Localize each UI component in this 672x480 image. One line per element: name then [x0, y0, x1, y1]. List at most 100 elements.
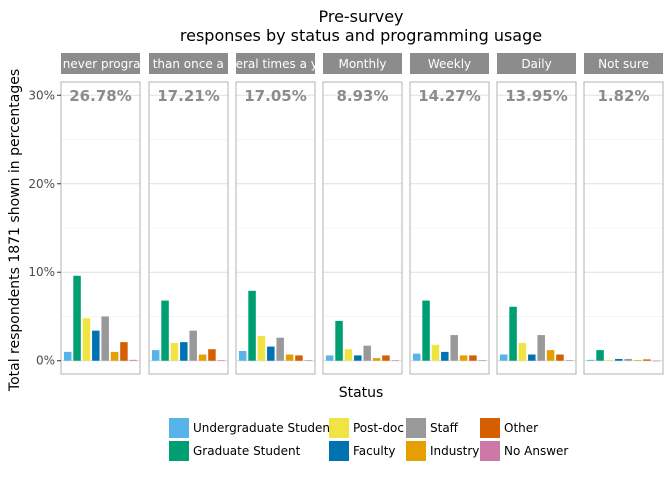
facet-strip	[149, 53, 228, 74]
facet-panels: I have never programmed 26.78% Less than o…	[22, 53, 664, 375]
bar	[129, 359, 138, 361]
legend-swatch	[329, 418, 349, 438]
bar	[528, 354, 536, 361]
facet-strip-label: Weekly	[428, 57, 471, 71]
legend-swatch	[329, 441, 349, 461]
bar	[189, 330, 197, 361]
bar	[63, 351, 72, 361]
legend-item: Industry	[406, 441, 479, 461]
panel-border	[583, 81, 664, 375]
y-axis-title: Total respondents 1871 shown in percenta…	[7, 69, 23, 392]
bar	[615, 358, 623, 361]
bar	[101, 316, 109, 361]
bar	[643, 359, 651, 361]
bar	[412, 353, 421, 361]
y-tick-label: 10%	[28, 265, 55, 279]
panel-total-label: 13.95%	[505, 87, 567, 105]
legend-label: Undergraduate Student	[193, 421, 335, 435]
legend-item: Post-doc	[329, 418, 404, 438]
panel-total-label: 1.82%	[597, 87, 649, 105]
legend-swatch	[480, 441, 500, 461]
bar	[565, 360, 574, 361]
bar	[257, 335, 266, 361]
bar	[441, 351, 449, 361]
bar	[499, 354, 508, 361]
panel-border	[409, 81, 490, 375]
y-tick-label: 30%	[28, 88, 55, 102]
facet-panel: Less than once a year 17.21%	[148, 53, 229, 375]
bar	[73, 275, 81, 361]
bar	[92, 330, 100, 361]
bar	[295, 355, 303, 361]
bar	[267, 346, 275, 361]
facet-panel: Not sure 1.82%	[583, 53, 664, 375]
y-axis: 0% 10% 20% 30%	[28, 88, 61, 368]
bar	[652, 360, 661, 362]
facet-panel: Weekly 14.27%	[409, 53, 490, 375]
facet-strip-label: I have never programmed	[22, 57, 179, 71]
legend-item: Staff	[406, 418, 459, 438]
legend-label: Graduate Student	[193, 444, 301, 458]
panel-total-label: 17.21%	[157, 87, 219, 105]
legend-label: Industry	[430, 444, 479, 458]
panel-border	[235, 81, 316, 375]
panel-border	[496, 81, 577, 375]
bar	[217, 360, 226, 361]
facet-strip	[410, 53, 489, 74]
legend-label: Post-doc	[353, 421, 404, 435]
facet-strip	[61, 53, 140, 74]
bar	[285, 354, 294, 361]
bar	[478, 360, 487, 361]
bar	[391, 360, 400, 361]
bar	[208, 349, 216, 361]
bar	[363, 345, 371, 361]
facet-strip-label: Monthly	[338, 57, 386, 71]
facet-strip	[236, 53, 315, 74]
chart-subtitle: responses by status and programming usag…	[180, 26, 542, 45]
bar	[450, 335, 458, 361]
bar	[120, 342, 128, 361]
bar	[546, 350, 555, 361]
bar	[170, 343, 179, 361]
panel-total-label: 8.93%	[336, 87, 388, 105]
bar	[344, 349, 353, 361]
facet-panel: Several times a year 17.05%	[235, 53, 316, 375]
facet-panel: I have never programmed 26.78%	[22, 53, 179, 375]
bar	[556, 354, 564, 361]
bar	[238, 350, 247, 361]
legend: Undergraduate Student Graduate Student Pos…	[169, 418, 568, 461]
bar	[198, 354, 207, 361]
bar	[161, 300, 169, 361]
legend-label: Other	[504, 421, 538, 435]
bar	[110, 351, 119, 361]
chart-title: Pre-survey	[318, 7, 403, 26]
bar	[431, 344, 440, 361]
bar	[304, 360, 313, 361]
bar	[624, 358, 632, 361]
bar	[248, 290, 256, 361]
facet-panel: Monthly 8.93%	[322, 53, 403, 375]
bar	[459, 355, 468, 361]
bar	[518, 343, 527, 361]
bar	[586, 359, 595, 361]
legend-swatch	[480, 418, 500, 438]
bar	[537, 335, 545, 361]
legend-label: Faculty	[353, 444, 396, 458]
y-tick-label: 20%	[28, 177, 55, 191]
bar	[354, 355, 362, 361]
facet-panel: Daily 13.95%	[496, 53, 577, 375]
facet-strip	[584, 53, 663, 74]
panel-total-label: 26.78%	[69, 87, 131, 105]
facet-strip	[497, 53, 576, 74]
legend-item: Undergraduate Student	[169, 418, 335, 438]
bar	[372, 358, 381, 361]
legend-item: No Answer	[480, 441, 568, 461]
y-tick-label: 0%	[36, 354, 55, 368]
legend-item: Other	[480, 418, 538, 438]
x-axis-title: Status	[339, 385, 384, 401]
bar	[633, 360, 642, 361]
legend-swatch	[406, 441, 426, 461]
legend-label: Staff	[430, 421, 459, 435]
legend-item: Faculty	[329, 441, 396, 461]
panel-border	[60, 81, 141, 375]
